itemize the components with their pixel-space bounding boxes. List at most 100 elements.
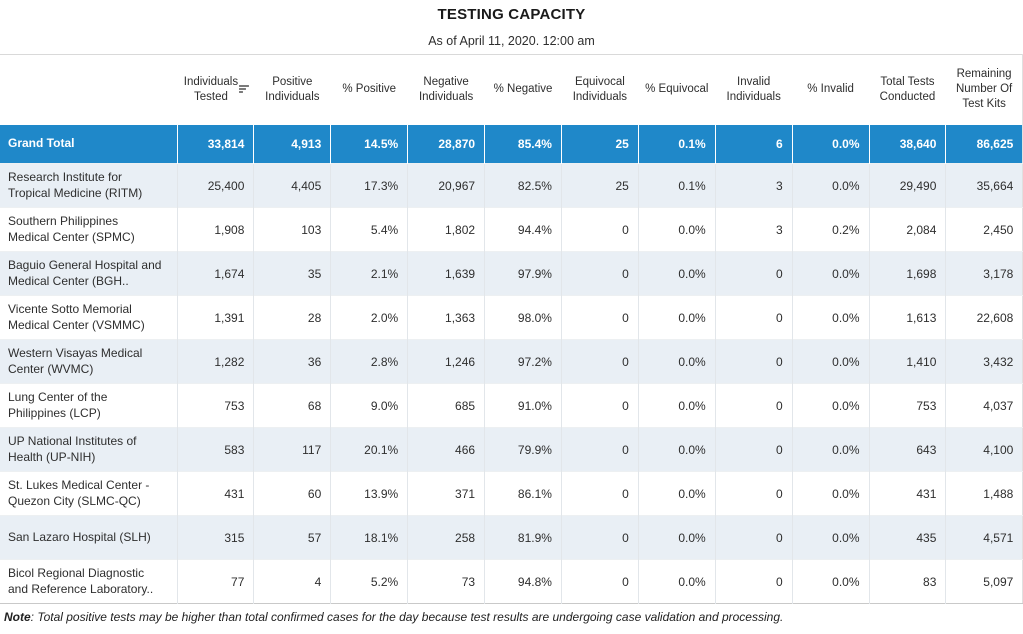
cell: 9.0%	[330, 383, 408, 428]
col-header[interactable]: Remaining Number Of Test Kits	[946, 55, 1023, 125]
cell: 28	[253, 295, 331, 340]
col-header[interactable]: % Negative	[485, 55, 562, 125]
col-header[interactable]: Total Tests Conducted	[869, 55, 946, 125]
footnote: Note: Total positive tests may be higher…	[0, 610, 1023, 624]
cell: 0.0%	[637, 295, 716, 340]
cell: 0.0%	[791, 251, 870, 296]
testing-capacity-table: Individuals Tested Positive Individuals % …	[0, 54, 1023, 604]
cell: 85.4%	[484, 124, 562, 164]
table-row: Southern Philippines Medical Center (SPM…	[0, 207, 1023, 252]
cell: 0.0%	[791, 163, 870, 208]
cell: 0	[560, 339, 639, 384]
cell: 22,608	[945, 295, 1023, 340]
row-label: Baguio General Hospital and Medical Cent…	[0, 251, 177, 296]
cell: 431	[176, 471, 254, 516]
cell: 0.2%	[791, 207, 870, 252]
cell: 0.0%	[791, 295, 870, 340]
cell: 1,613	[868, 295, 946, 340]
col-header[interactable]: Individuals Tested	[177, 55, 254, 125]
cell: 1,488	[945, 471, 1023, 516]
cell: 3,432	[945, 339, 1023, 384]
cell: 33,814	[176, 124, 254, 164]
cell: 0	[714, 251, 793, 296]
cell: 0.0%	[791, 427, 870, 472]
cell: 5.4%	[330, 207, 408, 252]
cell: 0	[714, 515, 793, 560]
cell: 431	[868, 471, 946, 516]
table-row: Vicente Sotto Memorial Medical Center (V…	[0, 295, 1023, 340]
cell: 2.0%	[330, 295, 408, 340]
cell: 0	[560, 251, 639, 296]
cell: 0.0%	[637, 339, 716, 384]
row-label: Lung Center of the Philippines (LCP)	[0, 383, 177, 428]
row-label: Vicente Sotto Memorial Medical Center (V…	[0, 295, 177, 340]
grand-total-row: Grand Total 33,814 4,913 14.5% 28,870 85.4% 25…	[0, 124, 1023, 164]
table-row: UP National Institutes of Health (UP-NIH…	[0, 427, 1023, 472]
col-header[interactable]: % Invalid	[792, 55, 869, 125]
cell: 0	[560, 295, 639, 340]
col-header-label: Equivocal Individuals	[572, 75, 628, 103]
header-row: Individuals Tested Positive Individuals % …	[0, 55, 1023, 125]
col-header[interactable]: Positive Individuals	[254, 55, 331, 125]
table-row: Bicol Regional Diagnostic and Reference …	[0, 559, 1023, 604]
sort-descending-icon[interactable]	[238, 84, 250, 95]
cell: 3	[714, 163, 793, 208]
page-subtitle: As of April 11, 2020. 12:00 am	[428, 34, 595, 48]
cell: 4,571	[945, 515, 1023, 560]
cell: 6	[714, 124, 793, 164]
cell: 0.0%	[637, 207, 716, 252]
col-header-label: Total Tests Conducted	[879, 75, 936, 103]
cell: 4	[253, 559, 331, 604]
cell: 29,490	[868, 163, 946, 208]
cell: 4,037	[945, 383, 1023, 428]
cell: 57	[253, 515, 331, 560]
col-header[interactable]: % Positive	[331, 55, 408, 125]
col-header[interactable]: Negative Individuals	[408, 55, 485, 125]
cell: 1,410	[868, 339, 946, 384]
cell: 18.1%	[330, 515, 408, 560]
cell: 5.2%	[330, 559, 408, 604]
col-header-label: % Positive	[342, 83, 397, 96]
col-header[interactable]: Equivocal Individuals	[561, 55, 638, 125]
cell: 20,967	[407, 163, 485, 208]
cell: 0	[560, 383, 639, 428]
cell: 28,870	[407, 124, 485, 164]
cell: 83	[868, 559, 946, 604]
col-header-label: Positive Individuals	[265, 75, 320, 103]
cell: 2.1%	[330, 251, 408, 296]
table-row: Lung Center of the Philippines (LCP) 753 6…	[0, 383, 1023, 428]
cell: 94.8%	[484, 559, 562, 604]
cell: 1,282	[176, 339, 254, 384]
cell: 2,084	[868, 207, 946, 252]
table-row: San Lazaro Hospital (SLH) 315 57 18.1% 258 81…	[0, 515, 1023, 560]
cell: 753	[176, 383, 254, 428]
cell: 82.5%	[484, 163, 562, 208]
cell: 315	[176, 515, 254, 560]
col-header[interactable]: Invalid Individuals	[715, 55, 792, 125]
cell: 25,400	[176, 163, 254, 208]
cell: 86,625	[945, 124, 1023, 164]
cell: 0.0%	[791, 124, 870, 164]
cell: 20.1%	[330, 427, 408, 472]
cell: 3,178	[945, 251, 1023, 296]
cell: 0.0%	[637, 515, 716, 560]
row-label: St. Lukes Medical Center - Quezon City (…	[0, 471, 177, 516]
cell: 1,639	[407, 251, 485, 296]
row-label: San Lazaro Hospital (SLH)	[0, 515, 177, 560]
cell: 4,913	[253, 124, 331, 164]
col-header-label: % Equivocal	[645, 83, 709, 96]
col-header[interactable]: % Equivocal	[638, 55, 715, 125]
cell: 0.0%	[637, 427, 716, 472]
cell: 91.0%	[484, 383, 562, 428]
cell: 13.9%	[330, 471, 408, 516]
cell: 5,097	[945, 559, 1023, 604]
cell: 97.9%	[484, 251, 562, 296]
cell: 0.0%	[637, 383, 716, 428]
cell: 25	[560, 163, 639, 208]
cell: 0	[560, 515, 639, 560]
cell: 0.0%	[791, 559, 870, 604]
cell: 98.0%	[484, 295, 562, 340]
col-header-label: % Negative	[493, 83, 553, 96]
cell: 97.2%	[484, 339, 562, 384]
